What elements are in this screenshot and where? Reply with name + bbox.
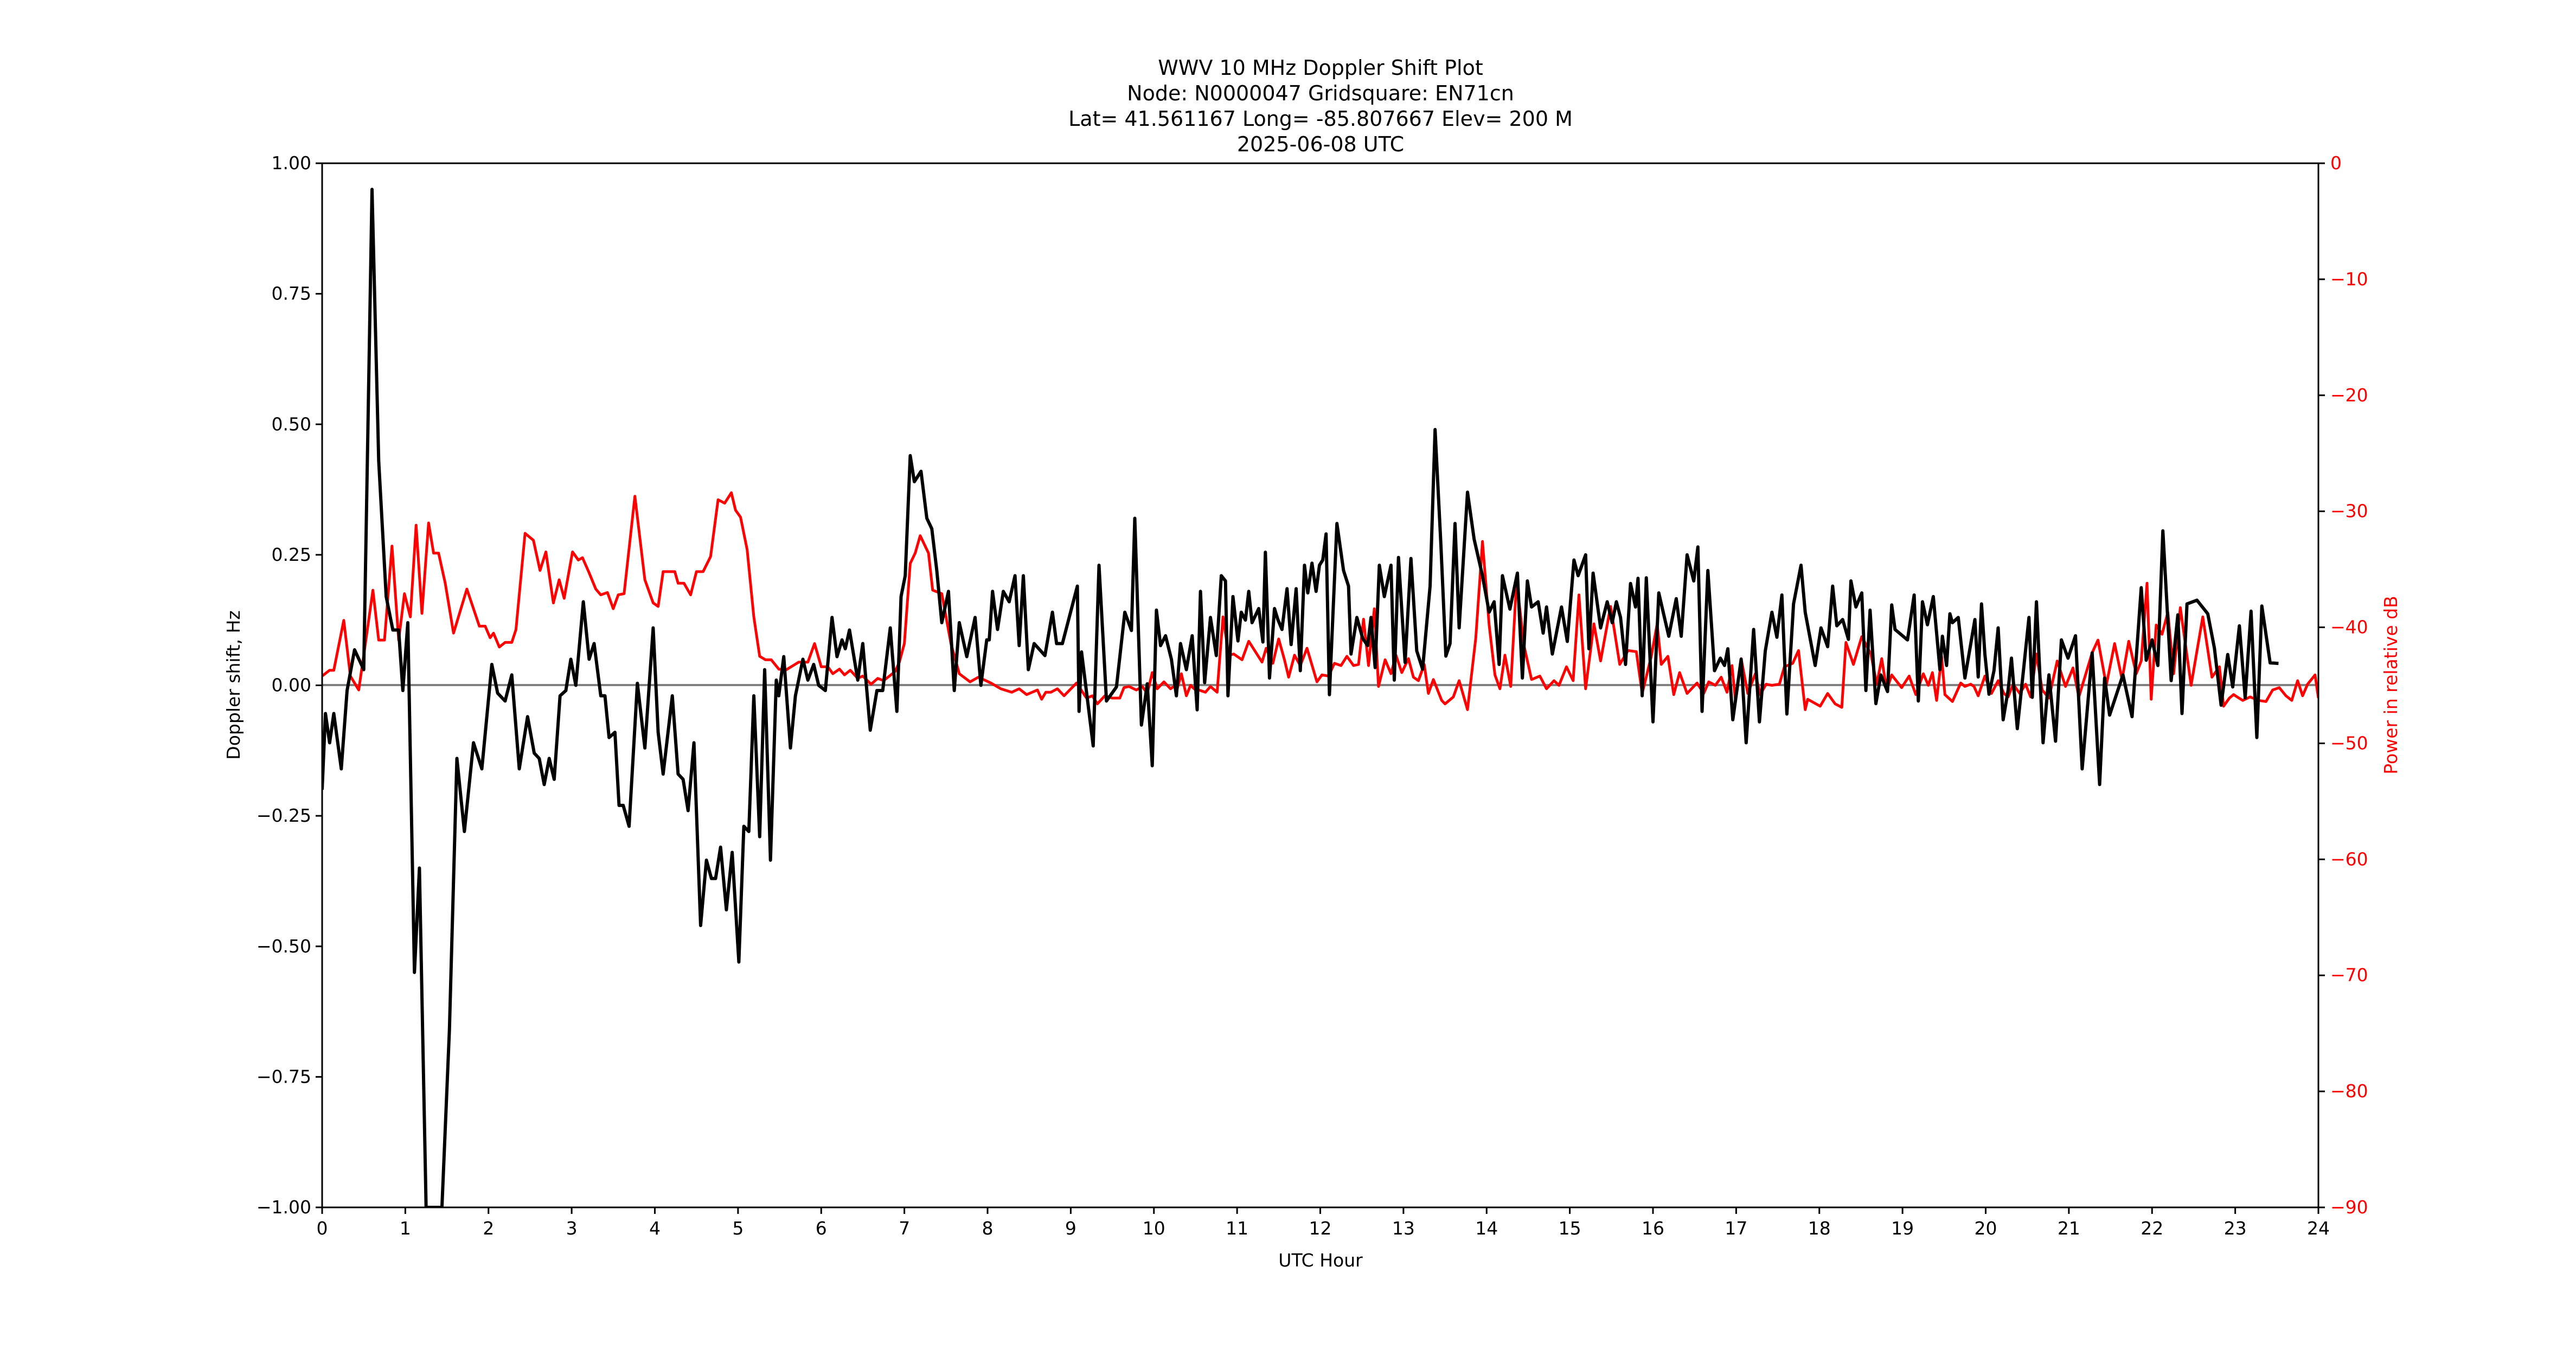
y-right-tick-label: −30 [2330, 501, 2368, 522]
x-axis-ticks: 0 1 2 3 4 5 6 7 8 9 10 11 12 13 14 15 16 17 18 19 20 21 22 23 24 [317, 1207, 2330, 1239]
x-tick-label: 13 [1392, 1218, 1415, 1239]
x-tick-label: 8 [982, 1218, 994, 1239]
x-tick-label: 20 [1975, 1218, 1997, 1239]
x-tick-label: 1 [400, 1218, 411, 1239]
x-tick-label: 19 [1891, 1218, 1914, 1239]
plot-area [322, 188, 2318, 1207]
x-tick-label: 0 [317, 1218, 328, 1239]
chart-title: WWV 10 MHz Doppler Shift Plot [1158, 56, 1483, 80]
x-tick-label: 9 [1065, 1218, 1076, 1239]
y-tick-label: 1.00 [272, 152, 311, 174]
chart-subtitle-location: Lat= 41.561167 Long= -85.807667 Elev= 20… [1068, 107, 1573, 131]
x-tick-label: 4 [649, 1218, 661, 1239]
y-right-tick-label: −10 [2330, 268, 2368, 290]
y-tick-label: −1.00 [257, 1197, 311, 1218]
y-right-tick-label: −90 [2330, 1197, 2368, 1218]
x-tick-label: 24 [2307, 1218, 2330, 1239]
y-tick-label: 0.00 [272, 675, 311, 696]
x-tick-label: 7 [899, 1218, 910, 1239]
y-right-tick-label: −70 [2330, 964, 2368, 986]
x-tick-label: 18 [1808, 1218, 1831, 1239]
x-tick-label: 5 [732, 1218, 744, 1239]
y-right-tick-label: −20 [2330, 385, 2368, 406]
doppler-series-line [322, 188, 2279, 1207]
y-tick-label: −0.75 [257, 1066, 311, 1087]
y-right-tick-label: −60 [2330, 848, 2368, 869]
x-tick-label: 3 [566, 1218, 578, 1239]
chart-title-block: WWV 10 MHz Doppler Shift Plot Node: N000… [1068, 56, 1573, 156]
y-tick-label: 0.25 [272, 544, 311, 565]
x-tick-label: 16 [1642, 1218, 1664, 1239]
x-tick-label: 22 [2141, 1218, 2163, 1239]
y-right-tick-label: 0 [2330, 152, 2342, 174]
x-tick-label: 15 [1559, 1218, 1581, 1239]
power-series-line [322, 491, 2318, 711]
y-right-tick-label: −80 [2330, 1080, 2368, 1102]
x-tick-label: 21 [2058, 1218, 2080, 1239]
y-tick-label: −0.25 [257, 805, 311, 826]
y-tick-label: 0.50 [272, 413, 311, 434]
y-axis-right-ticks: 0 −10 −20 −30 −40 −50 −60 −70 −80 −90 [2318, 152, 2368, 1218]
y-tick-label: 0.75 [272, 283, 311, 304]
chart-subtitle-date: 2025-06-08 UTC [1237, 132, 1404, 156]
x-axis-label: UTC Hour [1278, 1250, 1363, 1271]
chart-subtitle-node: Node: N0000047 Gridsquare: EN71cn [1127, 81, 1514, 105]
y-right-tick-label: −50 [2330, 732, 2368, 753]
y-axis-left-label: Doppler shift, Hz [223, 610, 244, 759]
x-tick-label: 14 [1475, 1218, 1498, 1239]
y-axis-right-label: Power in relative dB [2380, 596, 2401, 774]
x-tick-label: 12 [1309, 1218, 1332, 1239]
x-tick-label: 11 [1226, 1218, 1248, 1239]
x-tick-label: 23 [2224, 1218, 2247, 1239]
x-tick-label: 2 [483, 1218, 494, 1239]
y-right-tick-label: −40 [2330, 617, 2368, 638]
y-tick-label: −0.50 [257, 936, 311, 957]
y-axis-left-ticks: 1.00 0.75 0.50 0.25 0.00 −0.25 −0.50 −0.75 −1.00 [257, 152, 322, 1218]
x-tick-label: 10 [1143, 1218, 1165, 1239]
x-tick-label: 6 [816, 1218, 827, 1239]
x-tick-label: 17 [1725, 1218, 1747, 1239]
